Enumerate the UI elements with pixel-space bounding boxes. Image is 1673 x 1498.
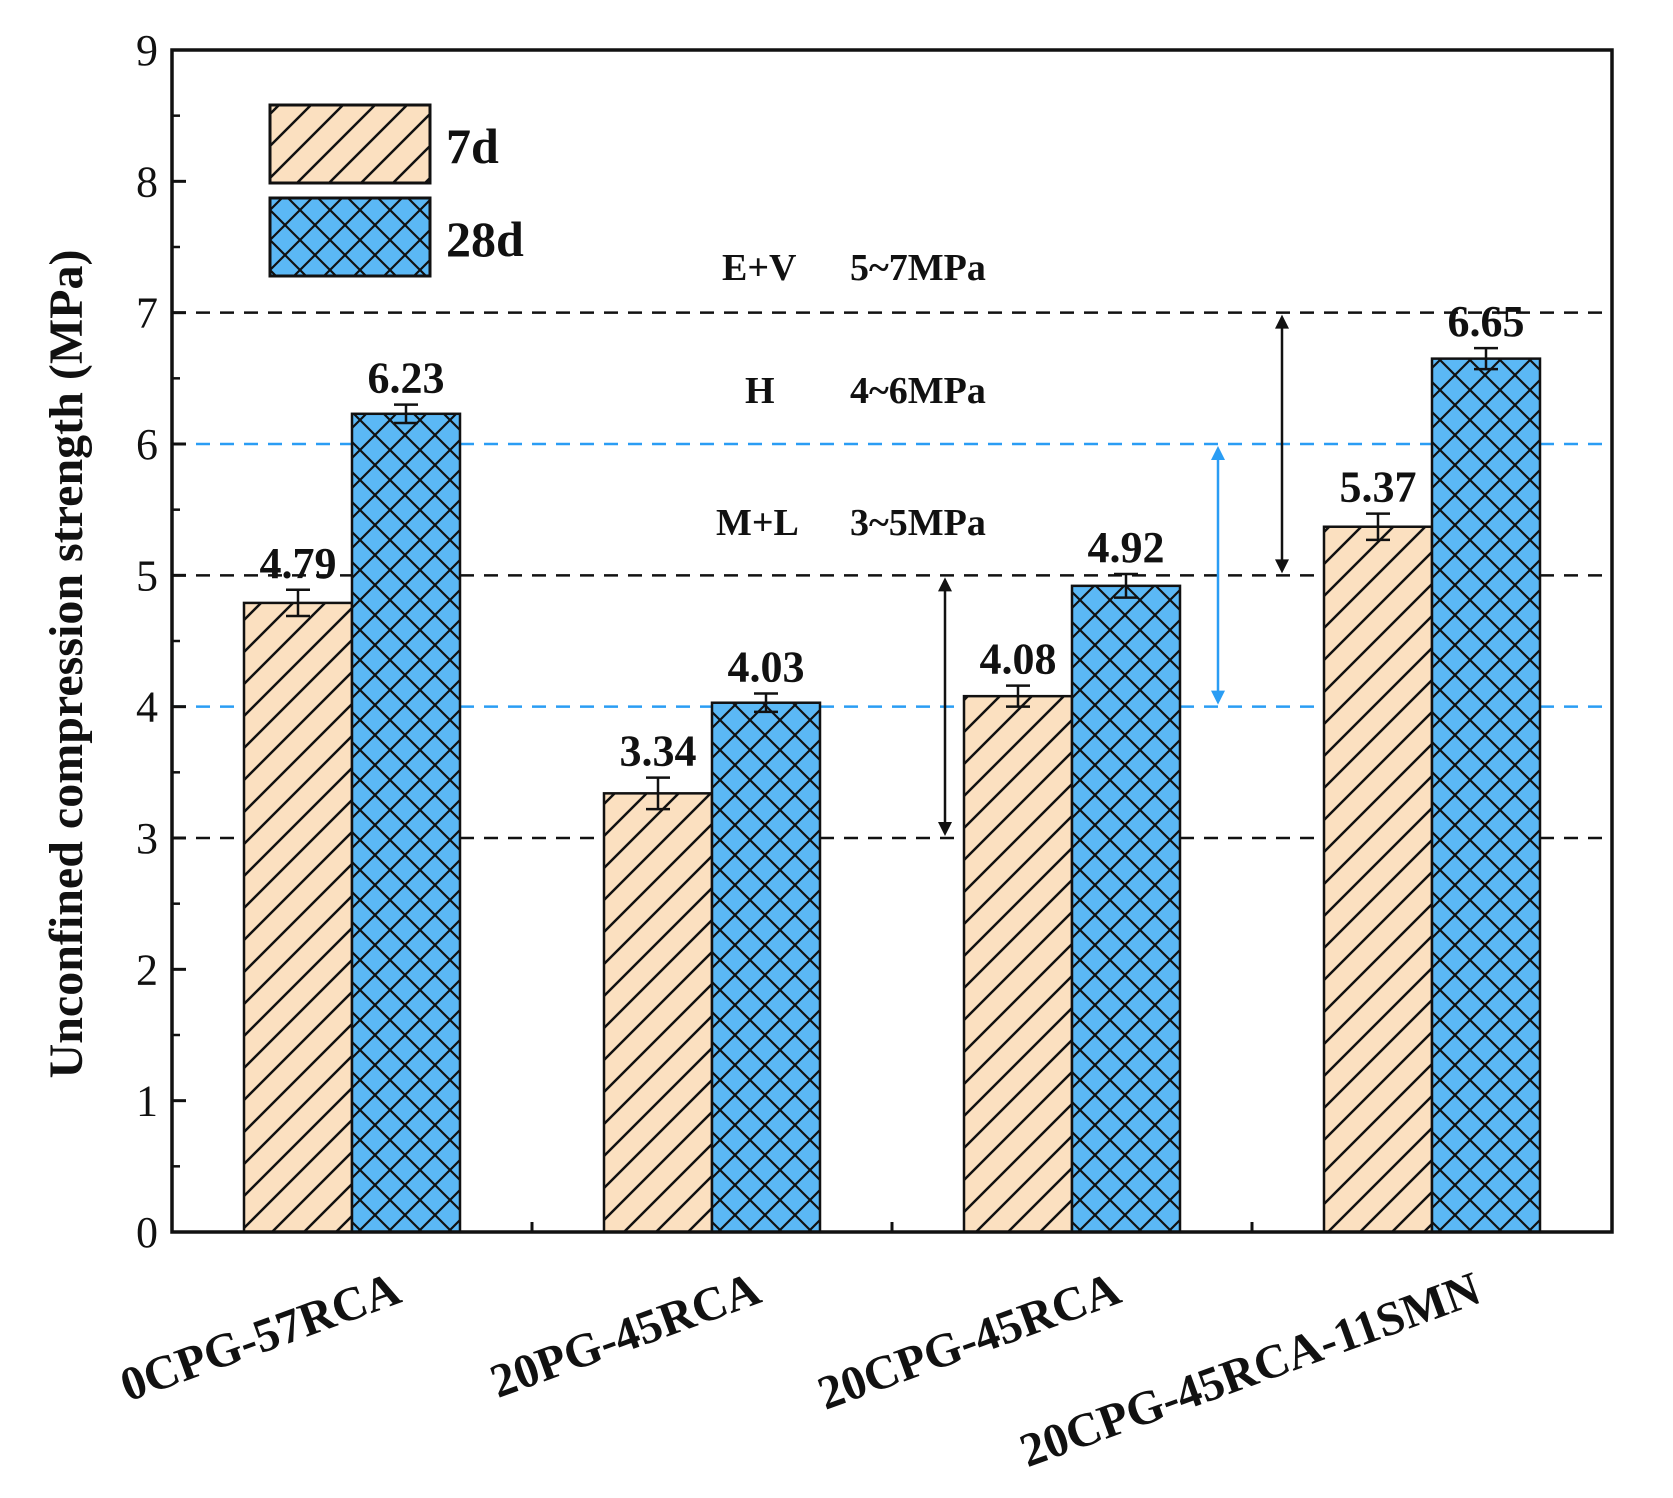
y-tick-label-6: 6 xyxy=(136,420,158,469)
range-arrow-head-bottom-3-5 xyxy=(938,822,952,836)
value-label-7d-20CPG-45RCA: 4.08 xyxy=(980,635,1057,684)
value-label-28d-20CPG-45RCA-11SMN: 6.65 xyxy=(1448,297,1525,346)
y-tick-label-5: 5 xyxy=(136,551,158,600)
legend-swatch-28d xyxy=(268,196,432,278)
bars xyxy=(242,357,1542,1234)
x-tick-label-20PG-45RCA: 20PG-45RCA xyxy=(484,1262,768,1409)
range-arrow-head-bottom-5-7 xyxy=(1275,559,1289,574)
band-h-name: H xyxy=(745,370,775,412)
x-tick-label-0CPG-57RCA: 0CPG-57RCA xyxy=(114,1262,408,1412)
band-ev-name: E+V xyxy=(722,247,797,289)
band-annotations: E+V 5~7MPa H 4~6MPa M+L 3~5MPa xyxy=(716,247,986,544)
error-bars xyxy=(286,346,1498,811)
bar-7d-0CPG-57RCA xyxy=(242,601,354,1234)
bar-28d-20CPG-45RCA-11SMN xyxy=(1430,357,1542,1234)
band-ev-range: 5~7MPa xyxy=(850,247,986,289)
y-tick-label-3: 3 xyxy=(136,814,158,863)
bar-7d-20CPG-45RCA-11SMN xyxy=(1322,525,1434,1234)
y-tick-label-8: 8 xyxy=(136,157,158,206)
range-arrows xyxy=(938,314,1289,836)
value-label-28d-20PG-45RCA: 4.03 xyxy=(728,643,805,692)
bar-28d-20PG-45RCA xyxy=(710,701,822,1234)
band-h-range: 4~6MPa xyxy=(850,370,986,412)
bar-7d-20PG-45RCA xyxy=(602,792,714,1234)
legend: 7d 28d xyxy=(268,103,524,278)
range-arrow-head-top-4-6 xyxy=(1211,446,1225,460)
bar-7d-20CPG-45RCA xyxy=(962,694,1074,1234)
range-arrow-head-top-3-5 xyxy=(938,577,952,592)
x-tick-label-20CPG-45RCA: 20CPG-45RCA xyxy=(811,1262,1128,1420)
value-label-7d-20CPG-45RCA-11SMN: 5.37 xyxy=(1340,463,1417,512)
bar-28d-0CPG-57RCA xyxy=(350,412,462,1234)
y-tick-label-0: 0 xyxy=(136,1208,158,1257)
band-ml-range: 3~5MPa xyxy=(850,502,986,544)
band-ml-name: M+L xyxy=(716,502,799,544)
range-arrow-head-top-5-7 xyxy=(1275,314,1289,329)
value-label-28d-0CPG-57RCA: 6.23 xyxy=(368,354,445,403)
value-label-7d-0CPG-57RCA: 4.79 xyxy=(260,539,337,588)
y-tick-label-9: 9 xyxy=(136,26,158,75)
legend-swatch-7d xyxy=(268,103,432,185)
bar-28d-20CPG-45RCA xyxy=(1070,584,1182,1234)
range-arrow-head-bottom-4-6 xyxy=(1211,690,1225,705)
y-tick-label-4: 4 xyxy=(136,683,158,732)
y-axis-title: Unconfined compression strength (MPa) xyxy=(40,250,93,1079)
legend-label-28d: 28d xyxy=(446,211,524,267)
y-tick-label-1: 1 xyxy=(136,1077,158,1126)
y-tick-label-7: 7 xyxy=(136,289,158,338)
legend-label-7d: 7d xyxy=(446,118,499,174)
value-label-28d-20CPG-45RCA: 4.92 xyxy=(1088,523,1165,572)
y-tick-label-2: 2 xyxy=(136,945,158,994)
value-label-7d-20PG-45RCA: 3.34 xyxy=(620,727,697,776)
value-labels: 4.79 6.23 3.34 4.03 4.08 4.92 5.37 6.65 xyxy=(260,297,1525,775)
